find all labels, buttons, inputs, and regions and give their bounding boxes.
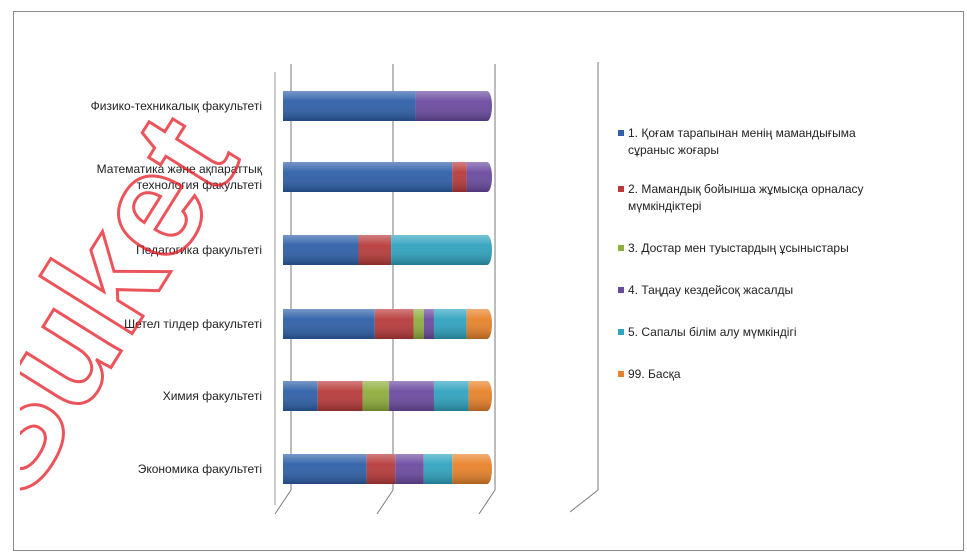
category-label: Физико-техникалық факультеті xyxy=(91,99,262,113)
bar-shading xyxy=(283,381,487,411)
legend-swatch xyxy=(618,371,624,377)
bar-end-cap-shading xyxy=(482,309,492,339)
bars xyxy=(283,91,492,484)
category-label: технология факультеті xyxy=(137,178,262,192)
category-label: Химия факультеті xyxy=(163,389,262,403)
legend-item: 1. Қоғам тарапынан менің мамандығыма сұра… xyxy=(618,125,958,159)
category-labels: Физико-техникалық факультеті Математика ж… xyxy=(91,99,263,476)
legend-item: 99. Басқа xyxy=(618,366,958,383)
legend-label: мүмкіндіктері xyxy=(628,199,702,213)
legend-label: сұраныс жоғары xyxy=(628,143,719,157)
bar-shading xyxy=(283,162,487,192)
legend-label: 5. Сапалы білім алу мүмкіндігі xyxy=(628,325,797,339)
legend-item: 3. Достар мен туыстардың ұсыныстары xyxy=(618,240,958,257)
bar-shading xyxy=(283,454,487,484)
chart-legend: 1. Қоғам тарапынан менің мамандығыма сұра… xyxy=(618,125,958,383)
legend-item: 2. Мамандық бойынша жұмысқа орналасу мүмк… xyxy=(618,181,958,215)
bar-shading xyxy=(283,91,487,121)
legend-swatch xyxy=(618,130,624,136)
legend-item: 5. Сапалы білім алу мүмкіндігі xyxy=(618,324,958,341)
legend-swatch xyxy=(618,245,624,251)
category-label: Экономика факультеті xyxy=(138,462,262,476)
legend-label: 99. Басқа xyxy=(628,367,681,381)
legend-label: 4. Таңдау кездейсоқ жасалды xyxy=(628,283,794,297)
legend-label: 2. Мамандық бойынша жұмысқа орналасу xyxy=(628,182,864,196)
bar-end-cap-shading xyxy=(482,91,492,121)
legend-label: 3. Достар мен туыстардың ұсыныстары xyxy=(628,241,849,255)
legend-swatch xyxy=(618,287,624,293)
bar-end-cap-shading xyxy=(482,235,492,265)
gridlines xyxy=(274,62,599,515)
category-label: Математика және ақпараттық xyxy=(97,162,263,176)
gridline-depth xyxy=(376,489,394,515)
bar-end-cap-shading xyxy=(482,381,492,411)
category-label: Педагогика факультеті xyxy=(136,243,262,257)
category-label: Шетел тілдер факультеті xyxy=(124,317,262,331)
legend-swatch xyxy=(618,186,624,192)
gridline-depth xyxy=(478,489,496,515)
legend-item: 4. Таңдау кездейсоқ жасалды xyxy=(618,282,958,299)
gridline-depth xyxy=(274,489,292,515)
legend-swatch xyxy=(618,329,624,335)
gridline-right-depth xyxy=(569,489,599,513)
legend-label: 1. Қоғам тарапынан менің мамандығыма xyxy=(628,126,856,140)
bar-shading xyxy=(283,309,487,339)
bar-end-cap-shading xyxy=(482,162,492,192)
bar-end-cap-shading xyxy=(482,454,492,484)
bar-shading xyxy=(283,235,487,265)
